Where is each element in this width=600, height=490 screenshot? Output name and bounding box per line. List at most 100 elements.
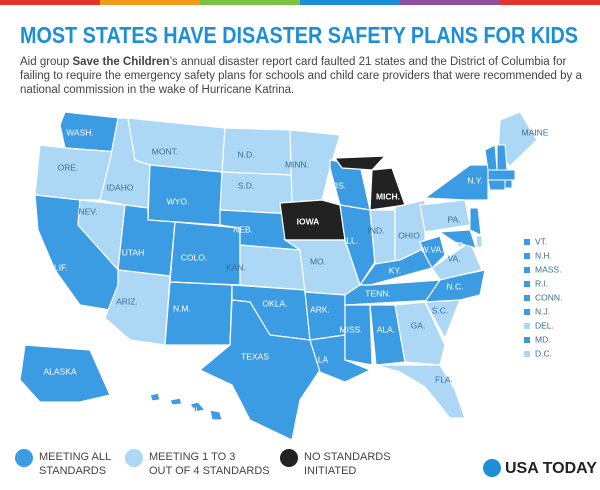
state-region xyxy=(147,164,223,226)
legend-label: MEETING ALL xyxy=(39,451,111,463)
state-label: W.VA. xyxy=(421,244,444,254)
state-region xyxy=(239,244,306,291)
state-label: KAN. xyxy=(226,262,246,272)
state-label: N.Y. xyxy=(467,175,482,185)
small-state-label: R.I. xyxy=(535,278,548,288)
small-state-label: N.H. xyxy=(535,250,552,260)
state-label: MICH. xyxy=(376,191,400,201)
state-label: ALA. xyxy=(377,324,395,334)
state-region xyxy=(344,304,373,366)
legend-label: INITIATED xyxy=(304,465,356,477)
state-label: NEB. xyxy=(233,224,253,234)
small-state-label: D.C. xyxy=(535,348,552,358)
small-state-label: DEL. xyxy=(535,320,554,330)
legend-label: MEETING 1 TO 3 xyxy=(149,451,235,463)
small-state-label: MD. xyxy=(535,334,551,344)
state-region xyxy=(289,129,341,203)
small-state-swatch xyxy=(524,323,530,329)
state-label: GA. xyxy=(411,320,426,330)
legend-swatch xyxy=(15,449,33,467)
state-label: OHIO xyxy=(398,230,420,240)
state-label: WIS. xyxy=(328,180,346,190)
description-text: ’s annual disaster report card faulted 2… xyxy=(20,56,582,96)
state-label: IDAHO xyxy=(107,182,134,192)
state-label: MINN. xyxy=(285,159,309,169)
state-region xyxy=(189,401,207,413)
top-stripe xyxy=(0,0,600,5)
state-region xyxy=(333,155,387,171)
state-label: UTAH xyxy=(122,247,145,257)
state-region xyxy=(369,209,396,265)
state-label: ORE. xyxy=(58,162,79,172)
description-text: Aid group xyxy=(20,56,73,68)
state-region xyxy=(487,169,516,181)
state-label: IOWA xyxy=(297,216,320,226)
state-label: MONT. xyxy=(152,146,178,156)
state-label: N.D. xyxy=(238,149,255,159)
description-bold: Save the Children xyxy=(72,56,170,68)
state-label: KY. xyxy=(389,265,402,275)
state-label: S.C. xyxy=(432,305,449,315)
state-region xyxy=(431,241,483,281)
state-label: MISS. xyxy=(339,324,362,334)
state-label: ARIZ. xyxy=(116,296,138,306)
state-region xyxy=(209,409,223,421)
legend-label: NO STANDARDS xyxy=(304,451,391,463)
state-region xyxy=(198,299,321,441)
legend-swatch xyxy=(125,449,143,467)
small-state-swatch xyxy=(524,309,530,315)
state-region xyxy=(438,229,477,249)
state-region xyxy=(19,344,111,403)
state-label: NEV. xyxy=(78,206,97,216)
state-label: ALASKA xyxy=(43,366,76,376)
state-region xyxy=(419,199,471,233)
small-state-swatch xyxy=(524,253,530,259)
state-label: LA xyxy=(318,354,329,364)
state-label: TEXAS xyxy=(241,351,269,361)
state-region xyxy=(375,364,466,419)
state-region xyxy=(221,127,293,176)
small-state-swatch xyxy=(524,351,530,357)
state-region xyxy=(487,179,506,191)
legend-label: OUT OF 4 STANDARDS xyxy=(149,465,270,477)
small-state-label: CONN. xyxy=(535,292,562,302)
legend-swatch xyxy=(280,449,298,467)
state-region xyxy=(475,235,483,248)
state-region xyxy=(419,235,446,269)
state-label: COLO. xyxy=(181,252,207,262)
small-state-label: N.J. xyxy=(535,306,550,316)
state-region xyxy=(169,397,183,406)
small-state-swatch xyxy=(524,281,530,287)
state-label: MO. xyxy=(310,256,326,266)
state-label: VA. xyxy=(447,253,460,263)
state-label: PA. xyxy=(447,214,460,224)
state-label: FLA. xyxy=(435,374,453,384)
state-region xyxy=(469,207,482,236)
state-label: IND. xyxy=(368,225,385,235)
state-region xyxy=(457,242,463,248)
state-region xyxy=(496,144,508,171)
state-region xyxy=(394,301,446,366)
logo: USA TODAY xyxy=(505,460,597,477)
legend-label: STANDARDS xyxy=(39,465,106,477)
state-region xyxy=(504,179,513,189)
states xyxy=(19,111,538,441)
state-label: N.M. xyxy=(173,303,191,313)
state-label: MAINE xyxy=(522,127,549,137)
state-region xyxy=(164,281,233,346)
state-label: OKLA. xyxy=(262,298,287,308)
small-state-swatch xyxy=(524,267,530,273)
small-state-swatch xyxy=(524,337,530,343)
small-state-label: VT. xyxy=(535,236,547,246)
state-region xyxy=(369,167,406,211)
state-label: S.D. xyxy=(238,180,255,190)
state-label: ILL. xyxy=(344,235,358,245)
state-region xyxy=(149,392,161,402)
small-state-label: MASS. xyxy=(535,264,561,274)
logo-mark xyxy=(483,459,501,477)
state-label: HAWAII xyxy=(168,405,198,415)
state-label: TENN. xyxy=(365,288,391,298)
title: MOST STATES HAVE DISASTER SAFETY PLANS F… xyxy=(20,22,578,48)
